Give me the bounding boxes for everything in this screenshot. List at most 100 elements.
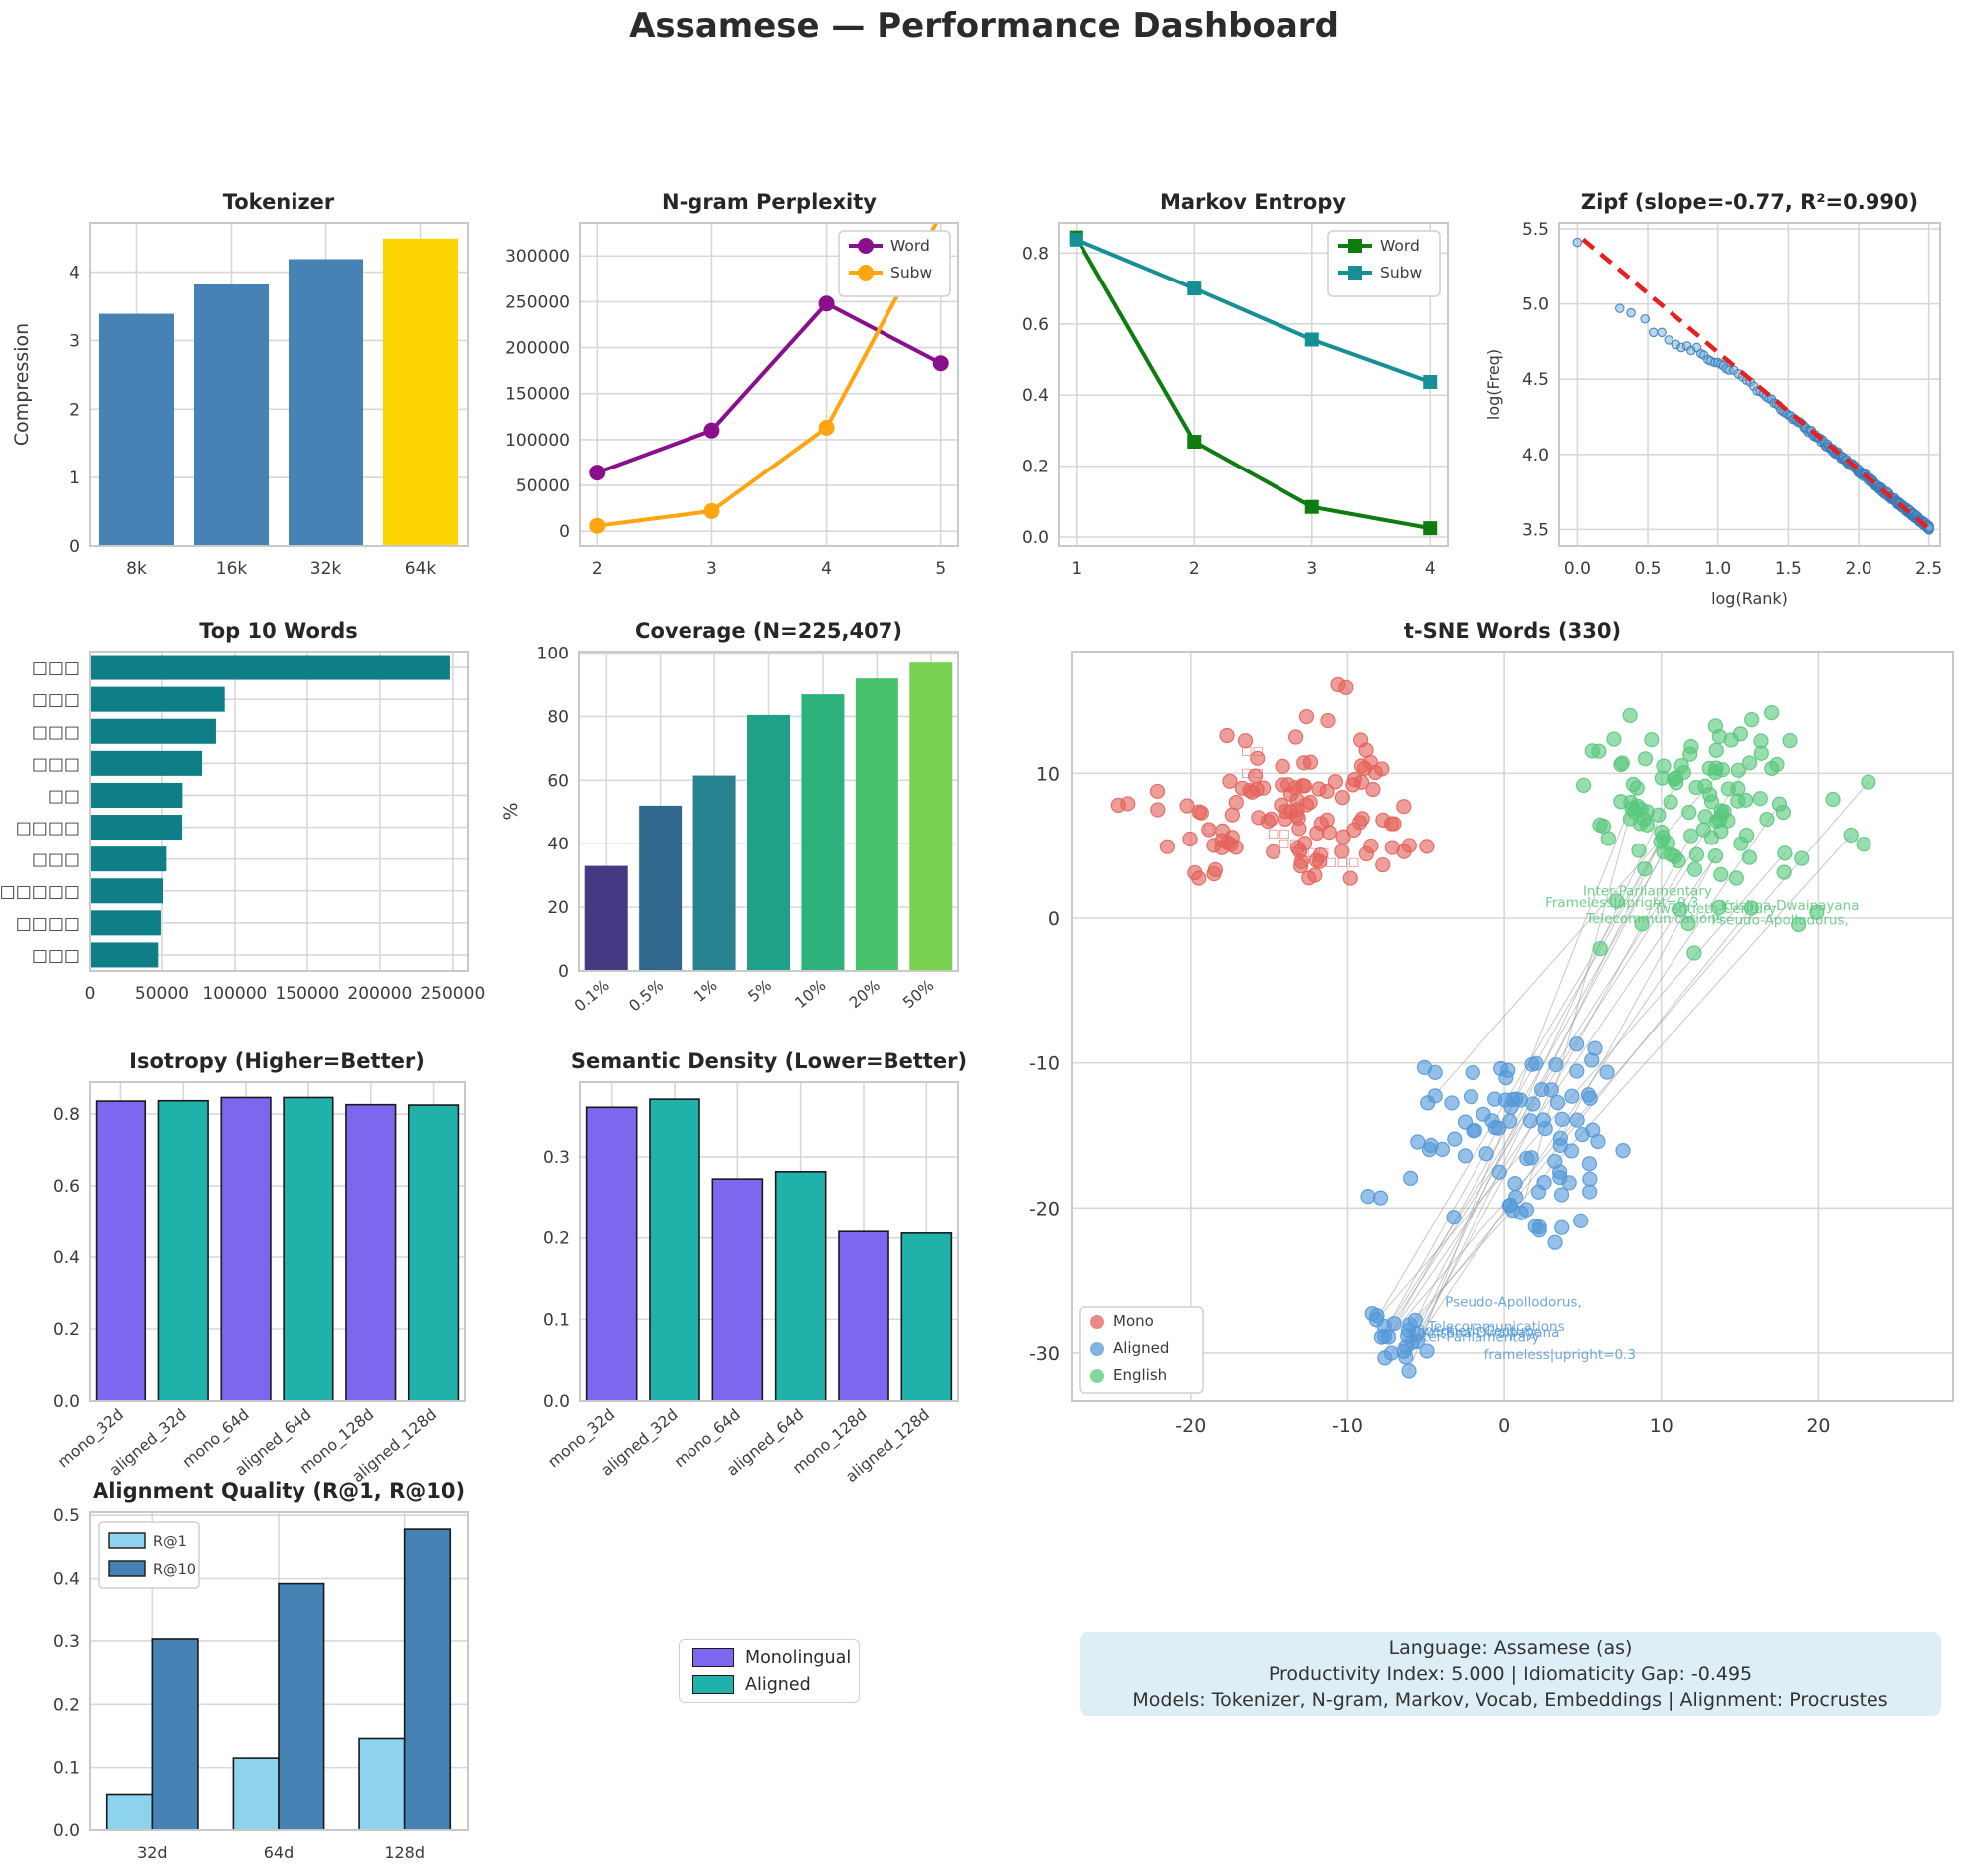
tsne-point [1312, 853, 1328, 869]
monolingual-swatch [692, 1648, 734, 1667]
link-line [1375, 837, 1664, 1321]
zipf-point [1626, 307, 1636, 318]
tsne-point [1493, 1060, 1509, 1077]
tsne-point [1291, 821, 1307, 837]
tsne-point [1609, 893, 1625, 909]
tsne-point [1396, 799, 1412, 815]
tsne-annotation: Twentieth-Century [1653, 901, 1777, 917]
tsne-point [1191, 870, 1207, 886]
tsne-point [1247, 768, 1264, 784]
tsne-point [1554, 1111, 1570, 1128]
legend-label: Mono [1113, 1312, 1154, 1330]
tsne-point [1334, 844, 1350, 859]
tsne-point [1606, 731, 1622, 747]
aligned-label: Aligned [745, 1674, 811, 1695]
tick-label: 32k [310, 559, 342, 579]
tsne-annotation: Pseudo-Apollodorus, [1711, 913, 1849, 929]
tsne-point [1319, 783, 1335, 800]
legend-label: Word [890, 237, 930, 255]
data-point [818, 295, 835, 312]
tsne-point [1120, 796, 1136, 812]
bar [900, 1232, 953, 1402]
monolingual-label: Monolingual [745, 1647, 852, 1668]
tick-label: 8k [126, 559, 147, 579]
data-point [1423, 521, 1438, 536]
chart-tsne: Inter-ParliamentaryFrameless|upright=0.3… [1029, 619, 1954, 1437]
plot-frame [1558, 222, 1941, 547]
tsne-point [1302, 794, 1318, 811]
tsne-point [1569, 1063, 1585, 1079]
bar [403, 1528, 452, 1831]
legend-dot [1090, 1315, 1104, 1329]
bar [345, 1103, 397, 1402]
tick-label: 3 [706, 559, 717, 579]
tsne-point [1569, 1112, 1585, 1128]
tsne-point [1708, 742, 1724, 758]
plot-frame [89, 1081, 466, 1402]
tsne-point [1375, 812, 1391, 828]
tsne-point [1794, 850, 1810, 866]
tsne-point [1782, 732, 1798, 749]
tick-label: -20 [1029, 1198, 1060, 1219]
tsne-point [1728, 870, 1744, 886]
tick-label: -30 [1029, 1343, 1060, 1365]
info-line-metrics: Productivity Index: 5.000 | Idiomaticity… [1268, 1663, 1753, 1685]
tick-label: 4 [69, 264, 80, 283]
tsne-point [1446, 1210, 1462, 1225]
tsne-point [1791, 916, 1807, 933]
tsne-point [1335, 829, 1351, 844]
tsne-point [1334, 789, 1350, 806]
tsne-point [1465, 1064, 1480, 1081]
tick-label: 20 [547, 898, 569, 918]
word-label: □□□□□□ [0, 882, 80, 902]
tsne-point [1401, 1363, 1417, 1379]
tick-label: -10 [1332, 1415, 1363, 1437]
data-point [1069, 232, 1083, 247]
tsne-point [1201, 822, 1217, 838]
tick-label: 0.5 [1635, 559, 1662, 579]
tsne-point [1825, 791, 1841, 808]
bar [90, 815, 183, 841]
bar [288, 259, 364, 546]
tick-label: 0.6 [53, 1177, 80, 1197]
tsne-point [1682, 746, 1698, 762]
tick-label: 0.1 [53, 1759, 80, 1779]
tick-label: 100 [537, 645, 569, 664]
bar [585, 1106, 638, 1402]
bar [855, 678, 898, 971]
word-label: □□□ [32, 754, 80, 774]
tick-label: 150000 [275, 984, 339, 1004]
bar [90, 846, 167, 872]
tsne-point [1548, 1056, 1564, 1073]
tick-label: 300000 [505, 247, 570, 267]
chart-title: Tokenizer [223, 190, 335, 214]
tick-label: 4 [821, 559, 832, 579]
tick-label: 5.5 [1522, 220, 1549, 240]
legend-box [1079, 1306, 1204, 1394]
tsne-point [1777, 845, 1793, 861]
tsne-point [1297, 836, 1313, 851]
tick-label: 2 [69, 400, 80, 420]
bar [90, 718, 216, 744]
bar [774, 1170, 827, 1402]
tick-label: 0.4 [53, 1248, 80, 1268]
tsne-point [1631, 843, 1647, 858]
bar [382, 238, 459, 547]
tsne-point [1149, 783, 1166, 800]
tsne-point [1375, 856, 1391, 873]
tsne-point [1372, 1190, 1389, 1206]
tsne-point [1419, 1343, 1435, 1359]
link-line [1388, 851, 1665, 1338]
bar [90, 686, 225, 712]
tick-label: 0.0 [1022, 528, 1049, 548]
tsne-point [1534, 1081, 1550, 1098]
tick-label: 0.0 [53, 1392, 80, 1411]
data-point [933, 207, 948, 222]
tick-label: 0.5% [625, 976, 667, 1015]
tick-label: 2 [592, 559, 603, 579]
tsne-point [1552, 1164, 1568, 1180]
tsne-point [1764, 705, 1780, 721]
tsne-point [1730, 762, 1746, 778]
tsne-point [1467, 1123, 1482, 1139]
